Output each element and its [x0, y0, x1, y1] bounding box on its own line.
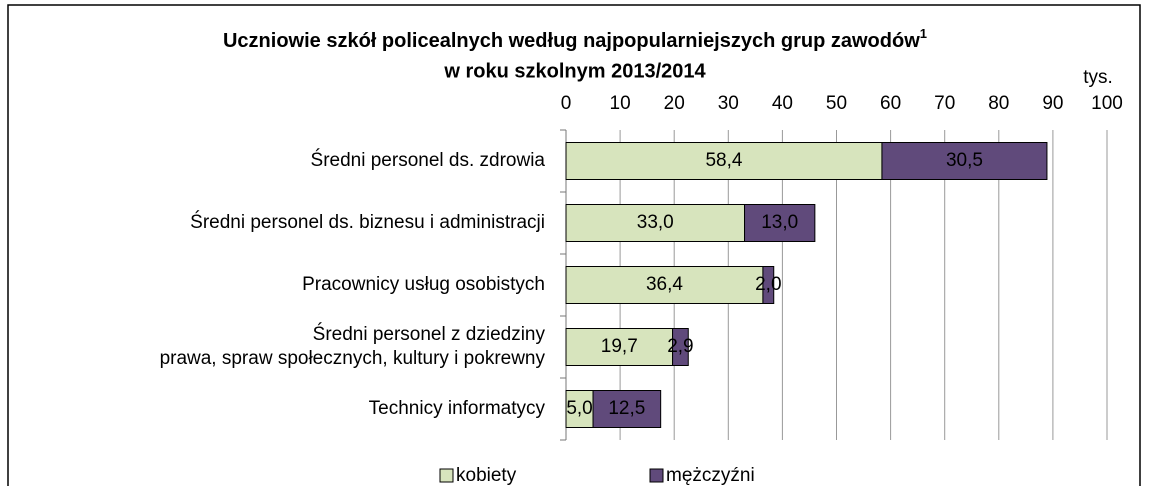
y-tick-label: Średni personel ds. zdrowia [311, 149, 546, 171]
chart-title: Uczniowie szkół policealnych według najp… [223, 26, 927, 52]
data-label: 33,0 [637, 212, 674, 233]
data-label: 30,5 [946, 150, 983, 171]
x-tick-label: 0 [561, 93, 572, 114]
x-tick-label: 90 [1042, 93, 1063, 114]
chart-subtitle: w roku szkolnym 2013/2014 [443, 60, 706, 82]
x-tick-label: 60 [880, 93, 901, 114]
y-tick-label: Technicy informatycy [369, 398, 546, 419]
y-tick-label-line: Średni personel ds. biznesu i administra… [190, 211, 545, 233]
title-text: Uczniowie szkół policealnych według najp… [223, 30, 920, 52]
y-tick-label: Średni personel ds. biznesu i administra… [190, 211, 545, 233]
bar [565, 204, 746, 242]
axis-unit: tys. [1083, 67, 1113, 88]
bar [762, 266, 775, 304]
y-tick-label-line: prawa, spraw społecznych, kultury i pokr… [160, 348, 546, 369]
y-tick-label-line: Technicy informatycy [369, 398, 546, 419]
x-tick-label: 100 [1091, 93, 1123, 114]
data-label: 19,7 [601, 336, 638, 357]
bar [592, 390, 662, 428]
legend-label: mężczyźni [666, 465, 755, 486]
bar [744, 204, 816, 242]
data-label: 36,4 [646, 274, 683, 295]
data-label: 2,0 [755, 274, 781, 295]
y-tick-label-line: Średni personel z dziedziny [313, 323, 546, 345]
bar [881, 142, 1048, 180]
data-label: 12,5 [608, 398, 645, 419]
x-tick-label: 70 [934, 93, 955, 114]
legend-swatch [439, 468, 454, 483]
x-tick-label: 40 [772, 93, 793, 114]
title-note: 1 [920, 26, 927, 41]
y-tick-label: Średni personel z dziedziny prawa, spraw … [160, 323, 546, 369]
x-tick-label: 80 [988, 93, 1009, 114]
data-label: 58,4 [705, 150, 742, 171]
bar [565, 142, 883, 180]
y-tick-label: Pracownicy usług osobistych [302, 274, 545, 295]
data-label: 13,0 [761, 212, 798, 233]
x-tick-label: 30 [718, 93, 739, 114]
legend-label: kobiety [456, 465, 517, 486]
x-tick-label: 20 [664, 93, 685, 114]
bar [672, 328, 689, 366]
data-label: 5,0 [566, 398, 592, 419]
legend-swatch [649, 468, 664, 483]
frame [7, 4, 1141, 486]
data-label: 2,9 [667, 336, 693, 357]
y-tick-label-line: Średni personel ds. zdrowia [311, 149, 546, 171]
x-tick-label: 10 [610, 93, 631, 114]
x-tick-label: 50 [826, 93, 847, 114]
y-tick-label-line: Pracownicy usług osobistych [302, 274, 545, 295]
